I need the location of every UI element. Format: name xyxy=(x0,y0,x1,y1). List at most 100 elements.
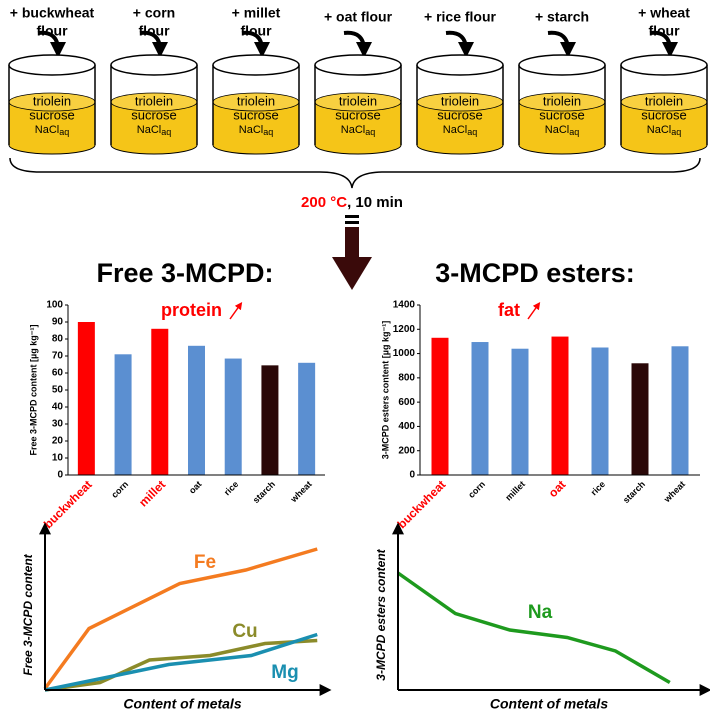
phase: aq xyxy=(161,127,171,137)
x-axis-title: Content of metals xyxy=(123,696,241,712)
beaker-label: + rice flour xyxy=(424,9,497,25)
y-tick-label: 60 xyxy=(52,368,64,379)
content: sucrose xyxy=(437,107,483,122)
salt: NaCl xyxy=(35,124,59,136)
series-label: Fe xyxy=(194,552,216,573)
content: sucrose xyxy=(641,107,687,122)
x-tick-label: corn xyxy=(466,479,487,500)
y-tick-label: 30 xyxy=(52,419,64,430)
y-tick-label: 90 xyxy=(52,317,64,328)
beaker-rim xyxy=(620,54,708,76)
content: NaClaq xyxy=(239,124,273,137)
content: sucrose xyxy=(29,107,75,122)
content: sucrose xyxy=(233,107,279,122)
beaker-rim xyxy=(110,54,198,76)
annotation: protein xyxy=(161,300,222,320)
phase: aq xyxy=(365,127,375,137)
annotation-arrow xyxy=(229,301,243,320)
bar xyxy=(261,365,279,475)
beaker-arrow xyxy=(649,30,678,58)
salt: NaCl xyxy=(443,124,467,136)
beaker-rim xyxy=(212,54,300,76)
y-tick-label: 70 xyxy=(52,351,64,362)
y-tick-label: 0 xyxy=(57,470,63,481)
chart-title: 3-MCPD esters: xyxy=(435,258,635,288)
line xyxy=(43,547,318,690)
beaker-label: + starch xyxy=(535,9,589,25)
line xyxy=(396,571,671,685)
y-tick-label: 1200 xyxy=(393,324,416,335)
phase: aq xyxy=(59,127,69,137)
bar xyxy=(298,362,316,475)
beaker-arrow xyxy=(343,30,372,58)
bar xyxy=(511,348,529,475)
y-tick-label: 100 xyxy=(46,300,63,311)
y-tick-label: 600 xyxy=(398,397,415,408)
beaker-arrow xyxy=(547,30,576,58)
annotation: fat xyxy=(498,300,520,320)
content: sucrose xyxy=(335,107,381,122)
bar xyxy=(471,342,489,475)
y-tick-label: 10 xyxy=(52,453,64,464)
x-tick-label: corn xyxy=(109,479,130,500)
series-label: Mg xyxy=(271,662,298,683)
bar xyxy=(591,347,609,475)
y-tick-label: 20 xyxy=(52,436,64,447)
beaker-arrow xyxy=(445,30,474,58)
phase: aq xyxy=(569,127,579,137)
content: triolein xyxy=(33,93,71,108)
chart-title: Free 3-MCPD: xyxy=(96,258,273,288)
salt: NaCl xyxy=(239,124,263,136)
annotation-arrow xyxy=(527,301,541,320)
x-tick-label: wheat xyxy=(661,479,687,505)
bar xyxy=(224,358,242,475)
content: NaClaq xyxy=(35,124,69,137)
beaker-label: + buckwheat xyxy=(10,5,95,21)
salt: NaCl xyxy=(545,124,569,136)
content: triolein xyxy=(135,93,173,108)
series-label: Na xyxy=(528,602,553,623)
y-tick-label: 1400 xyxy=(393,300,416,311)
bar xyxy=(188,345,205,475)
y-axis-title: Free 3-MCPD content [µg kg⁻¹] xyxy=(28,325,38,456)
x-tick-label: oat xyxy=(546,477,569,500)
line xyxy=(44,638,318,692)
beaker-rim xyxy=(8,54,96,76)
bar xyxy=(431,337,449,475)
content: NaClaq xyxy=(545,124,579,137)
y-tick-label: 400 xyxy=(398,421,415,432)
content: triolein xyxy=(543,93,581,108)
content: triolein xyxy=(339,93,377,108)
content: NaClaq xyxy=(137,124,171,137)
beaker-label: + wheat xyxy=(638,5,690,21)
content: triolein xyxy=(645,93,683,108)
x-tick-label: millet xyxy=(136,477,168,509)
beaker-label: + corn xyxy=(133,5,175,21)
x-tick-label: wheat xyxy=(288,479,314,505)
beaker-label: + oat flour xyxy=(324,9,393,25)
y-tick-label: 50 xyxy=(52,385,64,396)
x-tick-label: rice xyxy=(222,479,240,497)
phase: aq xyxy=(467,127,477,137)
beaker-rim xyxy=(416,54,504,76)
beaker-rim xyxy=(518,54,606,76)
beaker-arrow xyxy=(241,30,270,58)
y-axis-title: 3-MCPD esters content xyxy=(374,548,388,680)
x-tick-label: starch xyxy=(621,479,647,505)
beaker-label: + millet xyxy=(232,5,281,21)
phase: aq xyxy=(263,127,273,137)
content: triolein xyxy=(237,93,275,108)
y-tick-label: 1000 xyxy=(393,348,416,359)
beaker-rim xyxy=(314,54,402,76)
bar xyxy=(77,322,95,475)
line xyxy=(44,632,318,692)
y-tick-label: 200 xyxy=(398,445,415,456)
y-tick-label: 40 xyxy=(52,402,64,413)
